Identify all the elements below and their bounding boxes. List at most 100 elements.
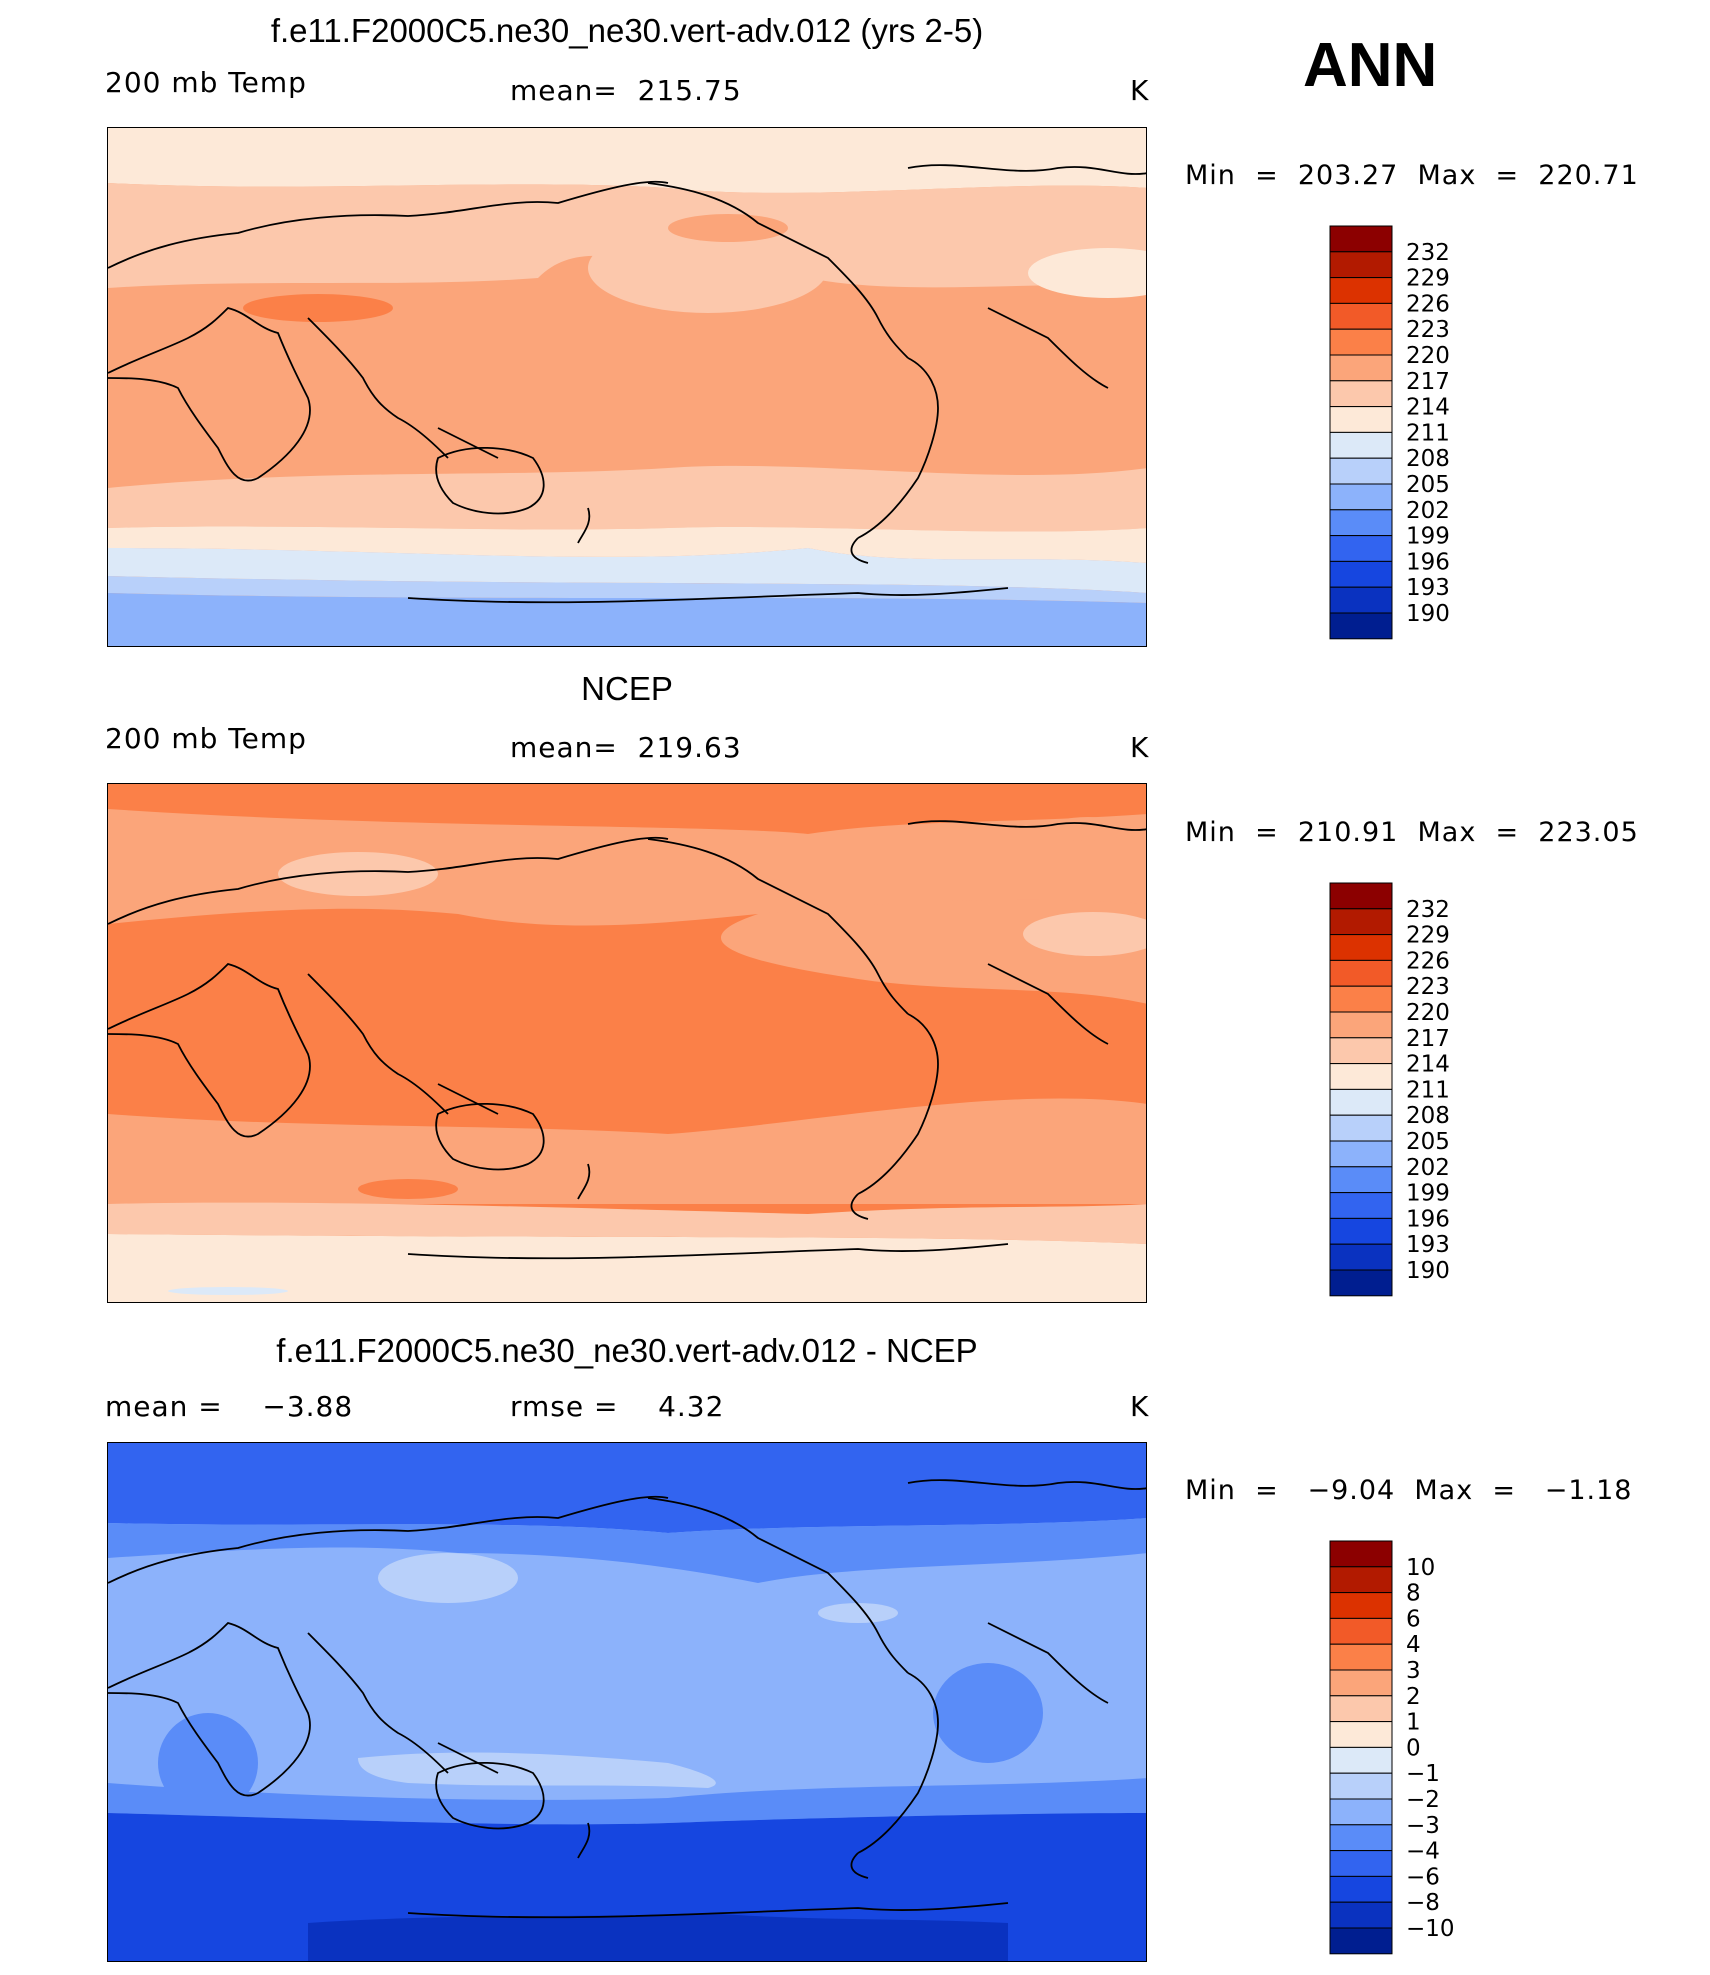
eurasia-north-coast (108, 1495, 669, 1584)
colorbar-swatch (1329, 1037, 1393, 1065)
south-america-coast (857, 1013, 939, 1195)
colorbar-swatch (1329, 354, 1393, 382)
colorbar-swatch (1329, 1243, 1393, 1271)
colorbar-swatch (1329, 277, 1393, 304)
panel-2-minmax-label: Min = 210.91 Max = 223.05 (1185, 817, 1639, 848)
colorbar-swatch (1329, 882, 1393, 910)
colorbar-tick-label: 208 (1406, 446, 1450, 472)
map-1-tibet-warm-patch (243, 294, 393, 322)
greenland-coast (907, 1479, 1146, 1490)
colorbar-tick-label: 205 (1406, 1129, 1450, 1155)
colorbar-swatch (1329, 560, 1393, 588)
colorbar-swatch (1329, 1166, 1393, 1194)
map-3-amazon-patch (933, 1663, 1043, 1763)
north-america-east-coast (987, 307, 1109, 389)
north-america-east-coast (987, 963, 1109, 1045)
panel-2-mean-label: mean= 219.63 (510, 731, 742, 764)
colorbar-swatch (1329, 1566, 1393, 1594)
antarctica-coast (407, 1902, 1009, 1919)
map-3-south-indian-patch (358, 1752, 716, 1788)
australia-coast (435, 1102, 545, 1171)
south-asia-coast (307, 317, 449, 459)
colorbar-tick-label: 214 (1406, 395, 1450, 421)
antarctica-coast (407, 1243, 1009, 1260)
colorbar-swatch (1329, 1798, 1393, 1826)
colorbar-swatch (1329, 934, 1393, 961)
north-america-west-coast (647, 1497, 909, 1674)
colorbar-tick-label: 193 (1406, 1232, 1450, 1258)
south-america-coast (857, 357, 939, 539)
panel-1-minmax-label: Min = 203.27 Max = 220.71 (1185, 160, 1639, 191)
colorbar-tick-label: 3 (1406, 1658, 1421, 1684)
new-zealand-coast (577, 1822, 591, 1859)
colorbar-swatch (1329, 251, 1393, 279)
map-2-atlantic-cool-patch (1023, 912, 1146, 956)
colorbar-tick-label: 199 (1406, 524, 1450, 550)
map-3-polar-north-band (108, 1443, 1146, 1533)
panel-1-map (107, 127, 1147, 647)
map-2-midlat-north-band (108, 809, 1146, 927)
indonesia-islands (437, 427, 499, 459)
panel-2-units-label: K (1130, 731, 1150, 764)
colorbar-swatch (1329, 1269, 1393, 1297)
panel-2-colorbar: 232 229 226 223 220 217 214 211 208 205 202 199 196 1… (1329, 882, 1470, 1302)
colorbar-swatch (1329, 509, 1393, 537)
map-1-subpolar-south-band (108, 548, 1146, 593)
australia-coast (435, 446, 545, 515)
south-america-coast (857, 1672, 939, 1854)
colorbar-swatch (1329, 1063, 1393, 1090)
colorbar-swatch (1329, 1901, 1393, 1929)
colorbar-swatch (1329, 1721, 1393, 1748)
colorbar-tick-label: 2 (1406, 1684, 1421, 1710)
colorbar-tick-label: 202 (1406, 498, 1450, 524)
colorbar-tick-label: 208 (1406, 1103, 1450, 1129)
colorbar-tick-label: 232 (1406, 897, 1450, 923)
panel-3-minmax-label: Min = −9.04 Max = −1.18 (1185, 1475, 1633, 1506)
map-3-midlat-south-band (108, 1778, 1146, 1825)
north-america-east-coast (987, 1622, 1109, 1704)
colorbar-tick-label: 214 (1406, 1052, 1450, 1078)
colorbar-swatch (1329, 457, 1393, 485)
colorbar-tick-label: 211 (1406, 420, 1450, 446)
panel-2-map-svg (108, 784, 1146, 1302)
colorbar-tick-label: 1 (1406, 1710, 1421, 1736)
colorbar-tick-label: −6 (1406, 1864, 1440, 1890)
panel-1-title: f.e11.F2000C5.ne30_ne30.vert-adv.012 (yr… (270, 12, 984, 49)
panel-3-mean-label: mean = −3.88 (105, 1390, 354, 1423)
colorbar-tick-label: −2 (1406, 1787, 1440, 1813)
map-3-asia-patch (378, 1553, 518, 1603)
colorbar-tick-label: −8 (1406, 1890, 1440, 1916)
panel-1-mean-label: mean= 215.75 (510, 74, 742, 107)
panel-2-map (107, 783, 1147, 1303)
map-1-atlantic-cool-patch (1028, 248, 1146, 298)
panel-2-title: NCEP (581, 670, 673, 707)
north-america-west-coast (647, 182, 909, 359)
colorbar-swatch (1329, 431, 1393, 459)
colorbar-swatch (1329, 612, 1393, 640)
colorbar-tick-label: 199 (1406, 1181, 1450, 1207)
colorbar-swatch (1329, 908, 1393, 936)
colorbar-swatch (1329, 1695, 1393, 1723)
panel-3-map (107, 1442, 1147, 1962)
north-america-west-coast (647, 838, 909, 1015)
colorbar-swatch (1329, 1140, 1393, 1168)
colorbar-swatch (1329, 1617, 1393, 1645)
colorbar-swatch (1329, 328, 1393, 356)
panel-2-variable-label: 200 mb Temp (105, 722, 307, 755)
colorbar-swatch (1329, 380, 1393, 408)
map-2-subpolar-south-band (108, 1202, 1146, 1244)
colorbar-tick-label: 202 (1406, 1155, 1450, 1181)
map-1-subtropic-south-band (108, 465, 1146, 532)
panel-1-variable-label: 200 mb Temp (105, 66, 307, 99)
colorbar-tick-label: 205 (1406, 472, 1450, 498)
colorbar-swatch (1329, 959, 1393, 987)
colorbar-tick-label: 211 (1406, 1077, 1450, 1103)
colorbar-tick-label: −10 (1406, 1916, 1455, 1942)
antarctica-coast (407, 587, 1009, 604)
panel-3-map-svg (108, 1443, 1146, 1961)
colorbar-tick-label: 226 (1406, 948, 1450, 974)
map-3-antarctic-patch (308, 1913, 1008, 1961)
map-1-antarctic-band (108, 593, 1146, 646)
map-2-midlat-south-band (108, 1098, 1146, 1204)
